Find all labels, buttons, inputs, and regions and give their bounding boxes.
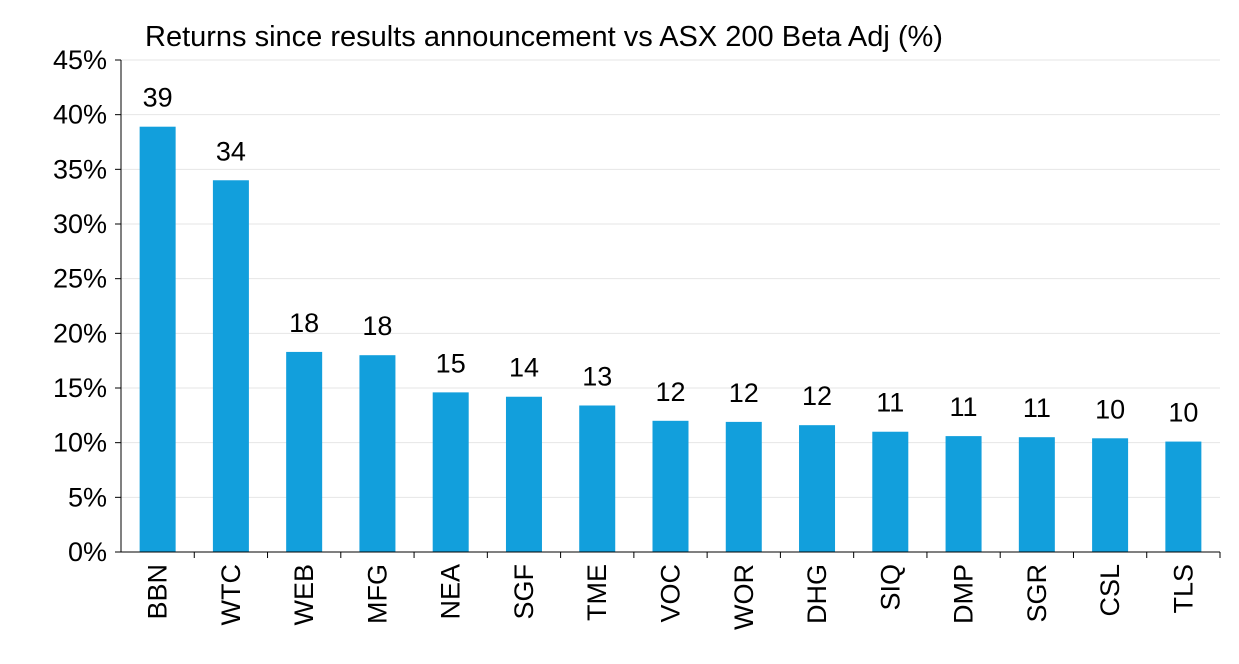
bar-sgf <box>505 396 542 552</box>
data-label-tme: 13 <box>582 361 612 391</box>
y-tick-label: 25% <box>53 264 107 294</box>
chart-title: Returns since results announcement vs AS… <box>145 21 943 53</box>
category-label-sgr: SGR <box>1022 564 1052 623</box>
y-tick-label: 45% <box>53 45 107 75</box>
y-tick-label: 10% <box>53 428 107 458</box>
data-label-sgr: 11 <box>1023 393 1051 423</box>
y-tick-label: 0% <box>68 537 107 567</box>
data-label-mfg: 18 <box>362 311 392 341</box>
category-label-csl: CSL <box>1095 564 1125 617</box>
bar-web <box>286 351 323 552</box>
y-tick-label: 15% <box>53 373 107 403</box>
data-label-sgf: 14 <box>509 353 539 383</box>
y-tick-label: 5% <box>68 482 107 512</box>
bar-dmp <box>945 436 982 552</box>
y-tick-label: 20% <box>53 318 107 348</box>
y-axis-ticks: 0% 5% 10% 15% 20% 25% 30% 35% 40% 45% <box>53 45 107 567</box>
category-label-web: WEB <box>289 564 319 626</box>
category-label-dmp: DMP <box>949 564 979 624</box>
category-label-mfg: MFG <box>362 564 392 624</box>
bar-wtc <box>212 180 249 552</box>
bar-voc <box>652 420 689 552</box>
category-label-tls: TLS <box>1168 564 1198 614</box>
data-label-voc: 12 <box>655 377 685 407</box>
category-label-voc: VOC <box>656 564 686 623</box>
bar-dhg <box>799 425 836 552</box>
category-label-wtc: WTC <box>216 564 246 625</box>
y-tick-label: 30% <box>53 209 107 239</box>
bar-bbn <box>139 126 176 553</box>
y-tick-label: 40% <box>53 100 107 130</box>
category-label-sgf: SGF <box>509 564 539 620</box>
category-label-siq: SIQ <box>875 564 905 611</box>
axes <box>115 59 1221 558</box>
data-label-dmp: 11 <box>950 392 978 422</box>
category-label-wor: WOR <box>729 564 759 630</box>
data-label-wtc: 34 <box>216 136 246 166</box>
bar-sgr <box>1018 437 1055 552</box>
data-label-dhg: 12 <box>802 381 832 411</box>
data-label-siq: 11 <box>876 388 904 418</box>
data-labels: 39 34 18 18 15 14 13 12 12 12 11 11 11 10 10 <box>143 83 1199 428</box>
bar-nea <box>432 392 469 552</box>
bar-siq <box>872 431 909 552</box>
category-label-bbn: BBN <box>143 564 173 620</box>
bar-tls <box>1165 441 1202 552</box>
data-label-csl: 10 <box>1095 394 1125 424</box>
category-label-dhg: DHG <box>802 564 832 624</box>
bar-tme <box>579 405 616 552</box>
data-label-web: 18 <box>289 308 319 338</box>
category-label-tme: TME <box>582 564 612 621</box>
bar-wor <box>725 421 762 552</box>
data-label-bbn: 39 <box>143 83 173 113</box>
category-label-nea: NEA <box>436 564 466 620</box>
data-label-wor: 12 <box>729 378 759 408</box>
bar-csl <box>1092 438 1129 552</box>
bar-mfg <box>359 355 396 552</box>
bars <box>139 126 1202 553</box>
y-tick-label: 35% <box>53 154 107 184</box>
data-label-tls: 10 <box>1168 398 1198 428</box>
data-label-nea: 15 <box>436 348 466 378</box>
x-axis-categories: BBN WTC WEB MFG NEA SGF TME VOC WOR DHG SIQ DMP SGR C… <box>143 564 1199 630</box>
